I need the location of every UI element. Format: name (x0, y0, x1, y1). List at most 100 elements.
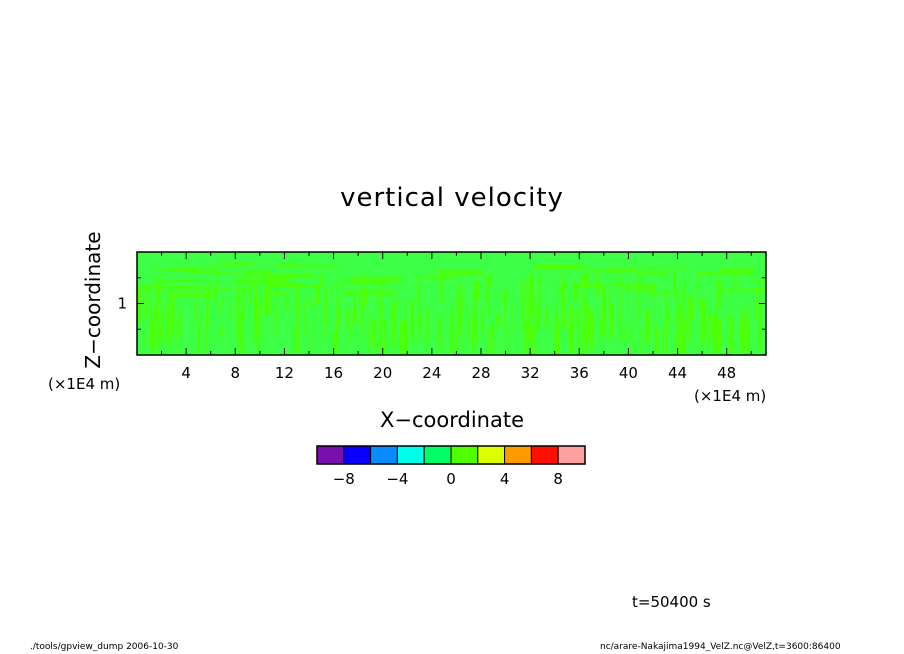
field-band (201, 286, 251, 290)
field-streak (556, 321, 560, 348)
field-streak (571, 314, 574, 338)
colorbar-swatch (370, 445, 398, 465)
field-streak (274, 306, 278, 334)
field-streak (529, 325, 533, 355)
field-streak (730, 316, 734, 355)
field-streak (673, 272, 676, 296)
field-band (531, 267, 569, 271)
field-streak (743, 319, 745, 346)
field-band (606, 267, 656, 270)
field-streak (581, 322, 586, 355)
x-tick-label: 44 (668, 364, 687, 382)
colorbar: −8 −4 0 4 8 (316, 445, 586, 488)
field-streak (473, 283, 477, 326)
field-streak (379, 317, 383, 348)
field-streak (755, 288, 758, 320)
field-streak (138, 285, 141, 326)
field-streak (727, 309, 730, 328)
field-streak (346, 308, 349, 329)
field-band (753, 288, 766, 293)
field-streak (439, 318, 442, 355)
field-streak (671, 322, 673, 355)
field-streak (570, 306, 573, 354)
field-streak (665, 290, 667, 325)
field-streak (377, 306, 382, 355)
colorbar-tick-label: −4 (386, 470, 408, 488)
field-streak (144, 284, 149, 320)
field-streak (661, 326, 664, 352)
field-streak (264, 286, 268, 315)
field-streak (708, 308, 711, 320)
field-streak (654, 326, 659, 355)
field-streak (728, 286, 730, 304)
y-axis-ticks: 1 (117, 277, 766, 330)
field-band (209, 264, 247, 267)
field-streak (295, 293, 298, 317)
field-streak (171, 293, 176, 332)
field-streak (684, 316, 688, 331)
field-streak (285, 297, 289, 311)
field-streak (745, 321, 750, 355)
field-streak (297, 305, 300, 353)
field-streak (158, 276, 162, 305)
field-band (752, 280, 766, 285)
field-streak (480, 307, 484, 334)
field-streak (366, 311, 369, 355)
field-streak (521, 289, 523, 331)
field-streak (599, 315, 602, 343)
field-streak (472, 317, 475, 355)
field-streak (458, 282, 462, 330)
field-streak (676, 291, 680, 320)
field-streak (520, 279, 525, 308)
field-streak (178, 310, 182, 338)
field-streak (714, 315, 718, 355)
field-streak (608, 289, 610, 316)
field-streak (582, 272, 586, 288)
chart-title: vertical velocity (340, 183, 564, 213)
field-streak (175, 320, 178, 355)
field-streak (537, 273, 542, 320)
colorbar-tick-label: 4 (500, 470, 510, 488)
field-streak (219, 325, 223, 338)
field-streak (586, 304, 591, 339)
x-tick-label: 4 (181, 364, 191, 382)
field-streak (609, 302, 613, 339)
field-streak (396, 290, 398, 315)
field-streak (707, 314, 711, 352)
field-streak (259, 294, 263, 341)
field-band (284, 273, 315, 278)
field-streak (165, 306, 167, 344)
x-tick-label: 48 (717, 364, 736, 382)
field-streak (713, 311, 718, 355)
field-streak (293, 324, 297, 351)
field-streak (572, 282, 577, 301)
field-band (438, 270, 485, 275)
field-streak (170, 296, 174, 339)
field-streak (527, 320, 530, 341)
field-streak (152, 308, 157, 348)
field-streak (577, 308, 580, 355)
x-tick-label: 12 (275, 364, 294, 382)
field-streak (315, 284, 320, 305)
field-streak (160, 302, 163, 342)
field-streak (455, 293, 459, 334)
field-streak (582, 275, 586, 313)
field-band (425, 276, 458, 280)
y-tick-label: 1 (117, 295, 127, 313)
field-streak (399, 321, 404, 355)
x-tick-label: 20 (373, 364, 392, 382)
field-streak (319, 274, 324, 289)
colorbar-swatch (530, 445, 559, 465)
field-streak (557, 284, 562, 295)
field-streak (589, 312, 594, 350)
colorbar-swatch (450, 445, 479, 465)
colorbar-swatch (343, 445, 372, 465)
field-streak (666, 308, 670, 332)
field-streak (645, 308, 650, 343)
field-band (718, 267, 755, 271)
field-streak (562, 272, 564, 285)
field-streak (380, 279, 383, 292)
field-streak (740, 321, 742, 355)
field-streak (585, 310, 589, 355)
